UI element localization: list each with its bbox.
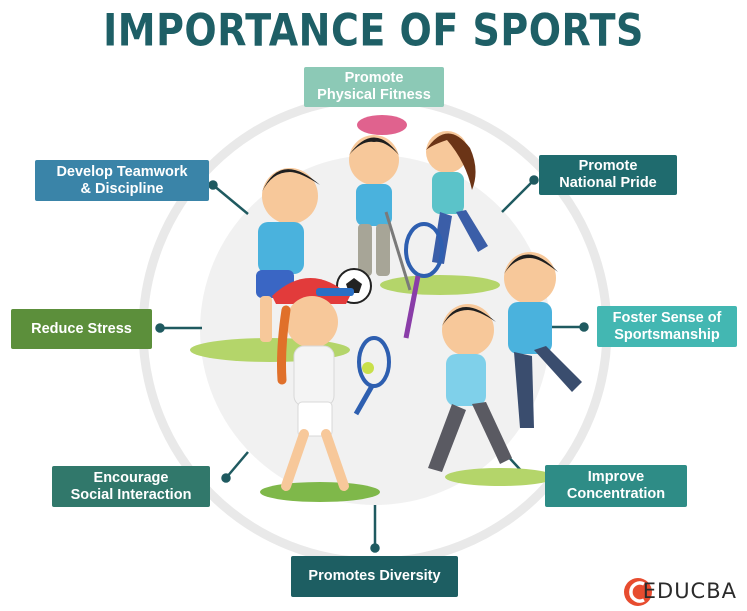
educba-logo: EDUCBA [609,577,737,605]
badminton-boy [403,222,512,472]
running-boy [504,252,582,428]
logo-text: EDUCBA [642,579,737,603]
tennis-racket-icon [357,336,391,388]
label-concentration: Improve Concentration [545,465,687,507]
kids-playing-sports-illustration [256,115,582,491]
label-reduce-stress: Reduce Stress [11,309,152,349]
badminton-racket-icon [404,222,444,278]
label-diversity: Promotes Diversity [291,556,458,597]
running-girl [426,131,488,264]
connector-social [225,451,249,479]
label-social-interaction: Encourage Social Interaction [52,466,210,507]
label-physical-fitness: Promote Physical Fitness [304,67,444,107]
label-sportsmanship: Foster Sense of Sportsmanship [597,306,737,347]
label-teamwork: Develop Teamwork & Discipline [35,160,209,201]
educba-logo-icon [624,578,652,606]
tennis-girl [272,278,391,491]
golfer-boy [349,135,412,291]
page-title: IMPORTANCE OF SPORTS [103,4,644,56]
label-national-pride: Promote National Pride [539,155,677,195]
tennis-ball-icon [362,362,374,374]
frisbee-icon [357,115,407,135]
connector-teamwork [212,184,249,215]
connector-national-pride [501,179,535,213]
